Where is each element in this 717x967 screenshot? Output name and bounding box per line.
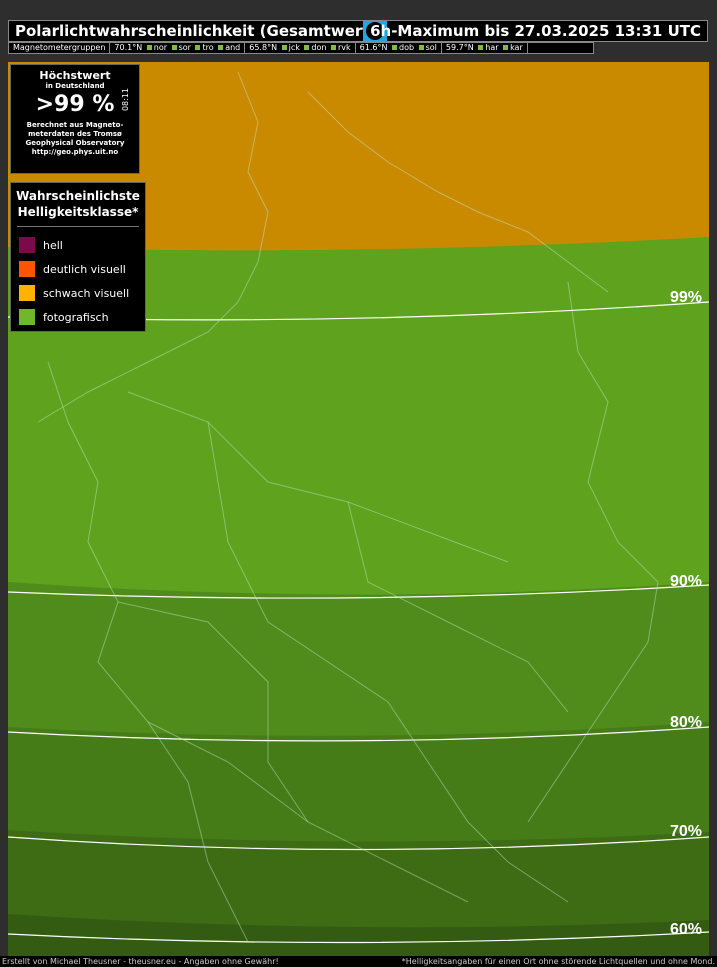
borders [37,71,659,943]
map[interactable]: 99% 90% 80% 70% 60% [8,62,709,957]
mag-group: 59.7°N har kar [442,43,528,53]
state-line-1 [127,391,509,563]
legend-swatch [19,261,35,277]
max-value: >99 % [35,92,115,117]
max-value-title: Höchstwert [39,69,111,82]
legend-item-schwach: schwach visuell [11,281,145,305]
contour-70 [8,836,709,851]
contour-label-60: 60% [670,921,702,938]
page-title: Polarlichtwahrscheinlichkeit (Gesamtwert… [15,22,377,40]
mag-group: 70.1°N nor sor tro and [110,43,246,53]
magnetometer-bar: Magnetometergruppen 70.1°N nor sor tro an… [8,42,594,54]
coastline [37,71,269,423]
contour-90 [8,584,709,599]
band-weak-visual [8,62,709,251]
state-line-3 [347,501,569,713]
max-value-subtitle: in Deutschland [45,82,105,90]
mag-group: 61.6°N dob sol [356,43,442,53]
legend-title: Wahrscheinlichste Helligkeitsklasse* [16,189,140,219]
border-east [527,281,659,823]
legend-swatch [19,237,35,253]
state-line-4 [117,601,309,823]
time-range: 6h-Maximum bis 27.03.2025 13:31 UTC [370,22,701,40]
max-value-description: Berechnet aus Magneto- meterdaten des Tr… [25,121,125,156]
state-line-5 [387,701,569,903]
max-value-time: 08:11 [120,87,130,112]
legend-swatch [19,309,35,325]
coastline-east [307,91,609,293]
legend-item-deutlich: deutlich visuell [11,257,145,281]
contour-80 [8,726,709,742]
legend-item-hell: hell [11,233,145,257]
state-line-2 [207,421,389,703]
contour-60 [8,931,709,944]
border-west [47,361,249,943]
title-bar: Polarlichtwahrscheinlichkeit (Gesamtwert… [8,20,708,42]
contour-label-90: 90% [670,573,702,590]
legend-swatch [19,285,35,301]
max-value-box: Höchstwert in Deutschland >99 % 08:11 Be… [10,64,140,174]
contour-label-80: 80% [670,714,702,731]
magnetometer-label: Magnetometergruppen [9,43,111,53]
footer-note: *Helligkeitsangaben für einen Ort ohne s… [401,957,715,966]
mag-group: 65.8°N jck don rvk [245,43,356,53]
map-svg: 99% 90% 80% 70% 60% [8,62,709,957]
contour-label-70: 70% [670,823,702,840]
footer-credit: Erstellt von Michael Theusner - theusner… [2,957,279,966]
contour-label-99: 99% [670,289,702,306]
brightness-legend: Wahrscheinlichste Helligkeitsklasse* hel… [10,182,146,332]
state-line-6 [147,721,469,903]
moon-phase-icon [363,21,387,41]
legend-item-fotografisch: fotografisch [11,305,145,329]
footer: Erstellt von Michael Theusner - theusner… [0,956,717,967]
